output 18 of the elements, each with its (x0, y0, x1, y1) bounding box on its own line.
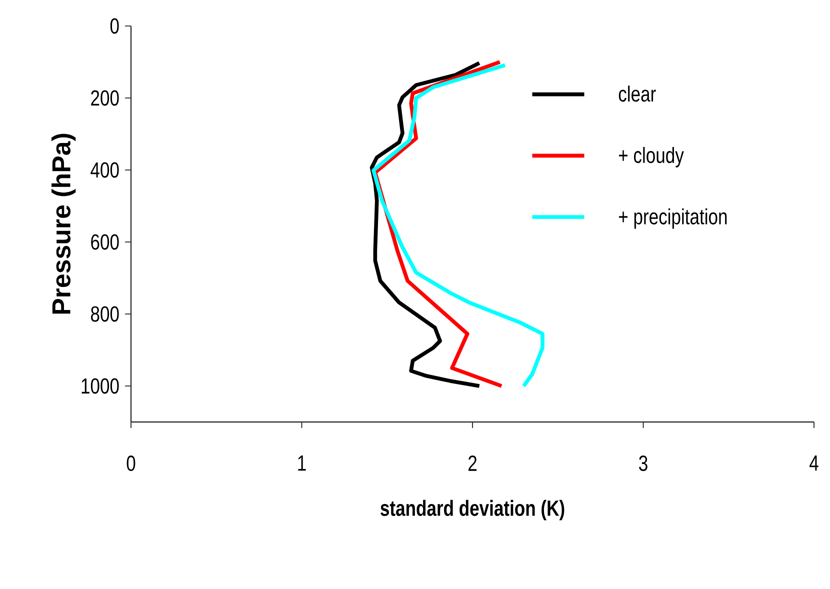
line-series (372, 63, 544, 388)
legend-label: + precipitation (618, 208, 727, 229)
y-tick-label: 600 (91, 234, 119, 250)
legend-label: + cloudy (618, 146, 684, 168)
y-tick-label: 1000 (82, 378, 119, 394)
x-tick-label: 3 (639, 456, 648, 472)
x-tick-label: 0 (126, 456, 136, 472)
y-tick-label: 0 (110, 18, 119, 34)
x-tick-label: 4 (810, 456, 818, 471)
x-tick-label: 2 (468, 456, 477, 471)
y-tick-label: 800 (91, 306, 119, 322)
y-tick-label: 400 (90, 162, 119, 178)
x-tick-label: 1 (298, 456, 306, 471)
x-axis-title: standard deviation (K) (380, 500, 564, 520)
legend-label: clear (618, 86, 656, 102)
y-axis-title: Pressure (hPa) (52, 134, 76, 314)
line-series (370, 61, 482, 388)
y-tick-label: 200 (91, 90, 119, 106)
